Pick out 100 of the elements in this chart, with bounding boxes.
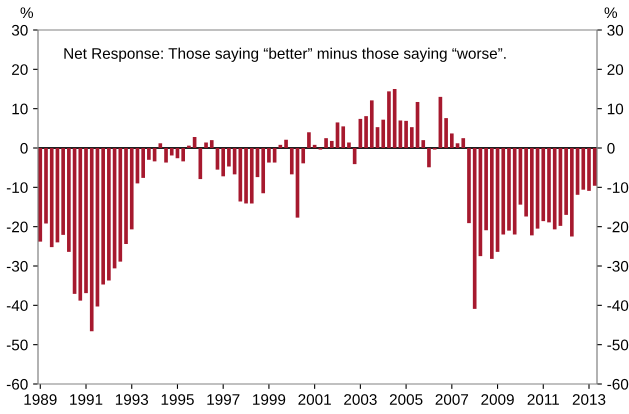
bar xyxy=(96,148,100,307)
bar xyxy=(347,142,351,148)
bar xyxy=(461,138,466,148)
x-tick-label: 1993 xyxy=(116,394,148,405)
bar xyxy=(90,148,94,332)
bar xyxy=(141,148,145,178)
bar xyxy=(507,148,511,231)
bar xyxy=(44,148,48,224)
bar xyxy=(536,148,540,229)
x-tick-label: 2003 xyxy=(344,394,377,405)
bar xyxy=(324,138,328,148)
bar xyxy=(124,148,128,244)
bar xyxy=(221,148,226,176)
bar xyxy=(358,118,362,148)
bar xyxy=(272,148,276,163)
bar xyxy=(307,132,311,148)
y-tick-label: 0 xyxy=(20,142,28,154)
bar xyxy=(387,91,391,148)
y2-tick-label: -60 xyxy=(607,378,628,390)
bar xyxy=(410,127,414,148)
y2-tick-label: -20 xyxy=(607,222,628,232)
bar xyxy=(312,144,316,148)
bar xyxy=(444,118,448,148)
x-tick-label: 2011 xyxy=(528,394,559,405)
bar xyxy=(61,148,65,235)
bar xyxy=(336,122,340,148)
bar xyxy=(176,148,180,158)
y-tick-label: -60 xyxy=(6,378,28,390)
x-tick-label: 2005 xyxy=(390,394,422,405)
y2-tick-label: 20 xyxy=(607,64,624,76)
bar xyxy=(72,148,76,294)
bar xyxy=(158,143,162,148)
y-axis-title: % xyxy=(20,7,34,18)
bar xyxy=(181,148,186,162)
bar xyxy=(552,148,557,230)
bar xyxy=(216,148,220,170)
y-tick-label: -20 xyxy=(6,222,28,232)
bar xyxy=(244,148,248,204)
bar xyxy=(524,148,528,216)
bar xyxy=(38,148,42,242)
bar xyxy=(478,148,482,256)
bar xyxy=(67,148,71,252)
bar xyxy=(296,148,300,218)
x-tick-label: 1991 xyxy=(70,394,102,405)
bar xyxy=(130,148,134,230)
bar xyxy=(136,148,140,184)
x-tick-label: 1995 xyxy=(162,394,194,405)
bar xyxy=(472,148,477,309)
bar xyxy=(484,148,488,230)
y-tick-label: -10 xyxy=(6,182,28,194)
bar xyxy=(564,148,568,215)
bar xyxy=(501,148,506,235)
bar xyxy=(84,148,88,294)
bar xyxy=(227,148,231,166)
bar xyxy=(118,148,122,262)
x-tick-label: 1999 xyxy=(253,394,286,405)
y2-tick-label: 30 xyxy=(607,24,624,36)
bar xyxy=(152,148,156,162)
bar xyxy=(512,148,517,235)
bar xyxy=(261,148,266,194)
bar xyxy=(330,140,334,148)
y2-tick-label: -50 xyxy=(607,340,628,350)
bar xyxy=(284,140,288,148)
x-tick-label: 1989 xyxy=(24,394,57,405)
x-tick-label: 2013 xyxy=(572,394,606,405)
bar xyxy=(301,148,306,164)
y2-axis-title: % xyxy=(604,7,618,18)
bar xyxy=(376,127,380,148)
bar xyxy=(78,148,82,301)
bar xyxy=(341,126,346,148)
bar xyxy=(581,148,586,190)
bar xyxy=(352,148,356,164)
bar xyxy=(450,133,454,148)
bar xyxy=(490,148,494,259)
bar xyxy=(170,148,174,156)
bar xyxy=(547,148,551,222)
bar xyxy=(416,102,420,148)
bar xyxy=(392,89,396,148)
bar xyxy=(496,148,500,252)
bar xyxy=(381,120,386,148)
bar xyxy=(210,140,214,148)
bar xyxy=(370,100,374,148)
bar xyxy=(290,148,294,174)
bar xyxy=(576,148,580,195)
bar xyxy=(56,148,60,242)
bar xyxy=(204,142,208,148)
bar xyxy=(278,144,282,148)
bar xyxy=(421,140,426,148)
x-tick-label: 1997 xyxy=(207,394,240,405)
bar xyxy=(427,148,431,168)
bar xyxy=(587,148,591,191)
bar xyxy=(398,120,402,148)
bar xyxy=(592,148,597,186)
x-tick-label: 2001 xyxy=(298,394,331,405)
y2-tick-label: -40 xyxy=(607,300,628,312)
bar xyxy=(192,136,196,148)
y-tick-label: -30 xyxy=(6,260,28,272)
bar xyxy=(164,148,168,163)
bar xyxy=(558,148,562,226)
bar xyxy=(107,148,111,281)
